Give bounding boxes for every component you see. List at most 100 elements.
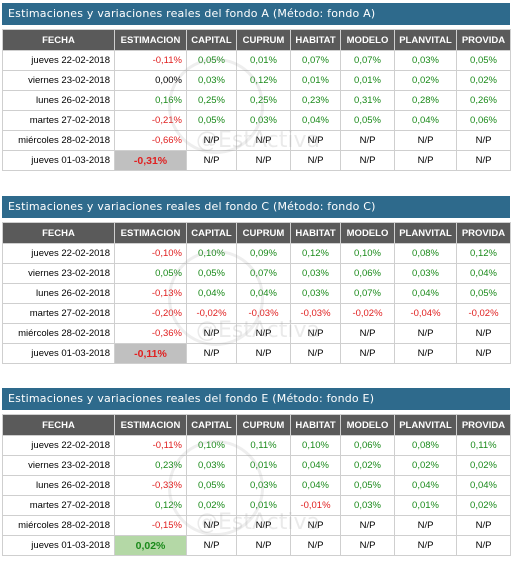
value-cell: N/P [456,323,511,344]
value-cell: 0,11% [236,435,291,456]
value-cell: -0,02% [186,303,237,324]
value-cell: N/P [394,323,457,344]
value-cell: 0,03% [394,50,457,71]
value-cell: N/P [236,130,291,151]
estimacion-cell: -0,11% [114,435,187,456]
estimacion-cell: -0,10% [114,243,187,264]
fund-e-section: Estimaciones y variaciones reales del fo… [2,388,511,556]
value-cell: 0,08% [394,435,457,456]
value-cell: 0,04% [394,475,457,496]
value-cell: 0,06% [456,110,511,131]
value-cell: 0,12% [236,70,291,91]
value-cell: 0,04% [290,475,341,496]
date-cell: jueves 22-02-2018 [2,435,115,456]
value-cell: 0,03% [340,495,395,516]
value-cell: N/P [340,515,395,536]
col-capital: CAPITAL [186,222,237,244]
date-cell: lunes 26-02-2018 [2,475,115,496]
value-cell: 0,03% [290,263,341,284]
value-cell: 0,05% [456,283,511,304]
value-cell: 0,02% [456,455,511,476]
value-cell: 0,03% [394,263,457,284]
header-row: FECHA ESTIMACION CAPITAL CUPRUM HABITAT … [2,29,511,51]
col-estimacion: ESTIMACION [114,414,187,436]
estimacion-cell: -0,15% [114,515,187,536]
value-cell: 0,03% [290,283,341,304]
value-cell: 0,02% [394,455,457,476]
value-cell: 0,04% [186,283,237,304]
value-cell: 0,02% [340,455,395,476]
estimacion-cell: -0,21% [114,110,187,131]
value-cell: N/P [186,343,237,364]
col-cuprum: CUPRUM [236,29,291,51]
value-cell: 0,28% [394,90,457,111]
col-habitat: HABITAT [290,414,341,436]
col-planvital: PLANVITAL [394,29,457,51]
estimacion-cell: 0,16% [114,90,187,111]
value-cell: N/P [340,535,395,556]
table-row: martes 27-02-2018 0,12% 0,02% 0,01% -0,01% 0,… [2,495,511,516]
table-row: martes 27-02-2018 -0,20% -0,02% -0,03% -0,03… [2,303,511,324]
header-row: FECHA ESTIMACION CAPITAL CUPRUM HABITAT … [2,414,511,436]
value-cell: 0,07% [340,283,395,304]
value-cell: N/P [290,323,341,344]
value-cell: 0,01% [340,70,395,91]
value-cell: 0,01% [236,455,291,476]
value-cell: 0,26% [456,90,511,111]
value-cell: N/P [236,515,291,536]
estimacion-cell: -0,66% [114,130,187,151]
value-cell: N/P [290,130,341,151]
fund-a-title: Estimaciones y variaciones reales del fo… [2,3,510,25]
table-row: jueves 01-03-2018 0,02% N/P N/P N/P N/P N/P N/P [2,535,511,556]
value-cell: N/P [456,343,511,364]
value-cell: 0,31% [340,90,395,111]
value-cell: 0,03% [236,475,291,496]
value-cell: 0,03% [186,455,237,476]
value-cell: 0,05% [340,110,395,131]
value-cell: 0,25% [186,90,237,111]
col-estimacion: ESTIMACION [114,222,187,244]
fund-c-title: Estimaciones y variaciones reales del fo… [2,196,510,218]
value-cell: 0,10% [186,243,237,264]
col-planvital: PLANVITAL [394,222,457,244]
value-cell: N/P [236,323,291,344]
value-cell: N/P [186,130,237,151]
value-cell: 0,05% [340,475,395,496]
fund-c-section: Estimaciones y variaciones reales del fo… [2,196,511,364]
col-cuprum: CUPRUM [236,222,291,244]
date-cell: martes 27-02-2018 [2,110,115,131]
value-cell: N/P [456,130,511,151]
value-cell: 0,05% [456,50,511,71]
date-cell: martes 27-02-2018 [2,303,115,324]
value-cell: 0,01% [236,50,291,71]
value-cell: 0,05% [186,50,237,71]
estimacion-cell: -0,11% [114,50,187,71]
value-cell: 0,01% [394,495,457,516]
table-row: miércoles 28-02-2018 -0,36% N/P N/P N/P N/P N/… [2,323,511,344]
col-provida: PROVIDA [456,414,511,436]
value-cell: 0,04% [290,110,341,131]
date-cell: jueves 01-03-2018 [2,535,115,556]
col-habitat: HABITAT [290,222,341,244]
estimacion-cell: -0,20% [114,303,187,324]
value-cell: 0,03% [186,70,237,91]
value-cell: 0,01% [236,495,291,516]
value-cell: 0,05% [186,475,237,496]
value-cell: N/P [394,515,457,536]
value-cell: 0,04% [290,455,341,476]
date-cell: jueves 22-02-2018 [2,50,115,71]
table-row: jueves 22-02-2018 -0,10% 0,10% 0,09% 0,12% 0,… [2,243,511,264]
header-row: FECHA ESTIMACION CAPITAL CUPRUM HABITAT … [2,222,511,244]
date-cell: viernes 23-02-2018 [2,263,115,284]
table-row: viernes 23-02-2018 0,00% 0,03% 0,12% 0,01% 0,… [2,70,511,91]
table-row: viernes 23-02-2018 0,23% 0,03% 0,01% 0,04% 0,… [2,455,511,476]
table-row: miércoles 28-02-2018 -0,15% N/P N/P N/P N/P N/… [2,515,511,536]
value-cell: 0,04% [236,283,291,304]
table-row: jueves 01-03-2018 -0,11% N/P N/P N/P N/P N/P N/… [2,343,511,364]
fund-e-table: FECHA ESTIMACION CAPITAL CUPRUM HABITAT … [2,414,511,556]
col-fecha: FECHA [2,29,115,51]
value-cell: 0,04% [456,475,511,496]
col-modelo: MODELO [340,222,395,244]
date-cell: lunes 26-02-2018 [2,90,115,111]
value-cell: 0,07% [290,50,341,71]
